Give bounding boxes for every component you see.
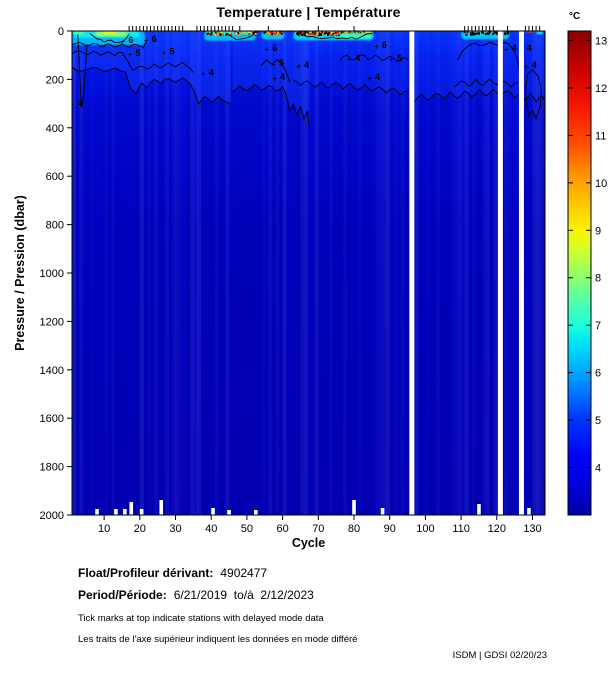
colorbar-tick-label: 9: [595, 225, 601, 237]
x-tick-label: 90: [384, 523, 396, 535]
y-tick-label: 1200: [40, 316, 64, 328]
svg-text:+: +: [162, 48, 167, 57]
svg-text:+: +: [128, 50, 133, 59]
svg-text:6: 6: [272, 43, 277, 53]
svg-text:5: 5: [136, 48, 141, 58]
svg-text:6: 6: [128, 35, 133, 45]
svg-text:4: 4: [512, 43, 517, 53]
y-axis-label: Pressure / Pression (dbar): [13, 195, 27, 351]
axes: [67, 26, 546, 520]
svg-text:+: +: [296, 62, 301, 71]
x-tick-label: 50: [241, 523, 253, 535]
svg-text:4: 4: [209, 68, 214, 78]
svg-text:+: +: [121, 37, 126, 46]
y-tick-label: 2000: [40, 510, 64, 522]
colorbar-tick-label: 12: [595, 83, 607, 95]
x-tick-label: 30: [169, 523, 181, 535]
colorbar-tick-label: 8: [595, 273, 601, 285]
svg-text:+: +: [524, 62, 529, 71]
period-value: 6/21/2019 to/à 2/12/2023: [173, 588, 314, 602]
x-tick-label: 80: [348, 523, 360, 535]
svg-text:+: +: [144, 36, 149, 45]
missing-data-gaps: [409, 31, 524, 515]
colorbar-tick-label: 5: [595, 415, 601, 427]
y-tick-label: 800: [46, 220, 64, 232]
svg-text:5: 5: [397, 53, 402, 63]
x-tick-label: 110: [452, 523, 470, 535]
svg-text:4: 4: [532, 60, 537, 70]
y-tick-label: 400: [46, 123, 64, 135]
svg-text:5: 5: [279, 58, 284, 68]
float-id-line: Float/Profileur dérivant: 4902477: [78, 566, 267, 580]
y-tick-label: 200: [46, 74, 64, 86]
svg-text:5: 5: [169, 46, 174, 56]
x-tick-label: 10: [98, 523, 110, 535]
chart-title: Temperature | Température: [216, 4, 401, 20]
period-line: Period/Période: 6/21/2019 to/à 2/12/2023: [78, 588, 314, 602]
svg-text:+: +: [374, 42, 379, 51]
svg-text:4: 4: [304, 60, 309, 70]
float-id-value: 4902477: [220, 566, 268, 580]
x-tick-label: 120: [488, 523, 506, 535]
y-tick-label: 1400: [40, 365, 64, 377]
svg-text:+: +: [70, 101, 75, 110]
colorbar-tick-label: 4: [595, 463, 601, 475]
x-axis-label: Cycle: [292, 536, 325, 550]
colorbar-unit-label: °C: [569, 11, 580, 22]
svg-text:+: +: [264, 45, 269, 54]
heatmap-layer: 4+6+5+6+5+4+6+5+4+4+4+4+6+5+4+4+4+: [70, 31, 545, 515]
svg-text:+: +: [389, 55, 394, 64]
contour-lines: [72, 32, 545, 130]
svg-text:+: +: [504, 45, 509, 54]
note-delayed-mode-en: Tick marks at top indicate stations with…: [78, 613, 324, 624]
svg-text:4: 4: [77, 99, 82, 109]
x-tick-label: 70: [312, 523, 324, 535]
x-tick-label: 40: [205, 523, 217, 535]
station-marks: [95, 500, 531, 515]
axis-tick-labels: 10 20 30 40 50 60 70 80 90 100 110 120 130 0 200 400 600…: [40, 26, 542, 535]
y-tick-label: 0: [58, 26, 64, 38]
svg-text:+: +: [271, 60, 276, 69]
svg-text:6: 6: [382, 40, 387, 50]
svg-text:+: +: [272, 74, 277, 83]
y-tick-label: 1800: [40, 462, 64, 474]
agency-credit: ISDM | GDSI 02/20/23: [452, 650, 547, 661]
svg-text:+: +: [367, 74, 372, 83]
svg-text:4: 4: [280, 72, 285, 82]
x-tick-label: 60: [276, 523, 288, 535]
x-tick-label: 130: [523, 523, 541, 535]
svg-text:4: 4: [375, 72, 380, 82]
colorbar-tick-label: 6: [595, 368, 601, 380]
colorbar: 4 5 6 7 8 9 10 11 12 13 °C: [567, 11, 607, 516]
y-tick-label: 1000: [40, 268, 64, 280]
colorbar-tick-label: 13: [595, 35, 607, 47]
colorbar-tick-label: 10: [595, 178, 607, 190]
colorbar-tick-label: 11: [595, 130, 606, 142]
float-id-label: Float/Profileur dérivant:: [78, 566, 214, 580]
svg-text:4: 4: [355, 53, 360, 63]
svg-text:+: +: [201, 70, 206, 79]
note-delayed-mode-fr: Les traits de l'axe supérieur indiquent …: [78, 634, 358, 645]
svg-text:4: 4: [527, 43, 532, 53]
contour-labels: 4+6+5+6+5+4+6+5+4+4+4+4+6+5+4+4+4+: [70, 34, 537, 110]
svg-text:6: 6: [152, 34, 157, 44]
y-tick-label: 600: [46, 171, 64, 183]
period-label: Period/Période:: [78, 588, 167, 602]
x-tick-label: 20: [134, 523, 146, 535]
svg-text:+: +: [347, 55, 352, 64]
colorbar-tick-label: 7: [595, 320, 601, 332]
y-tick-label: 1600: [40, 413, 64, 425]
x-tick-label: 100: [416, 523, 434, 535]
